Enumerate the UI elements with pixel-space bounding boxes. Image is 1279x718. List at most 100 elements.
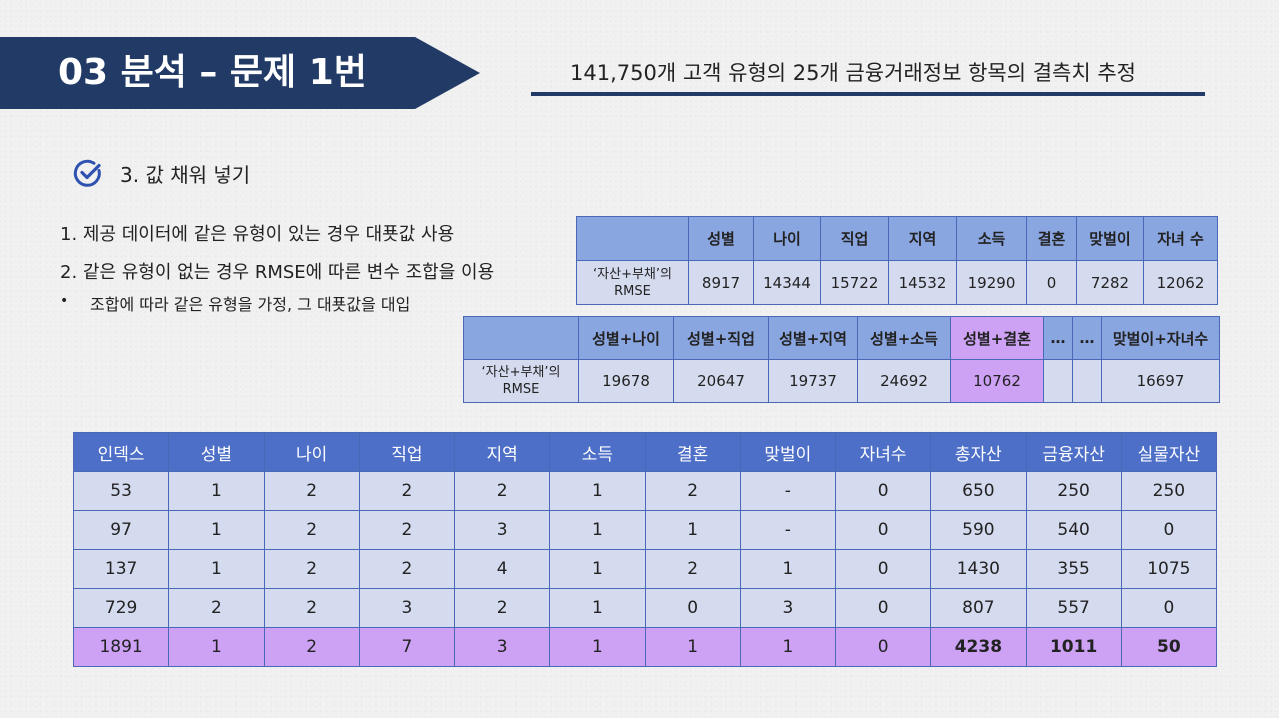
table-cell: 0 [1120,510,1218,550]
table-cell: 8917 [688,260,754,305]
column-header: 소득 [956,216,1027,261]
table-cell: 1 [549,471,646,511]
customer-data-table: 인덱스 성별 나이 직업 지역 소득 결혼 맞벌이 자녀수 총자산 금융자산 실… [72,432,1218,667]
table-cell: 19737 [768,359,858,403]
table-row: 137 1 2 2 4 1 2 1 0 1430 355 1075 [72,549,1218,589]
table-cell: 2 [358,510,456,550]
table-cell: 2 [263,588,360,628]
column-header: 소득 [549,432,646,472]
column-header: 인덱스 [72,432,170,472]
table-cell-highlight: 10762 [950,359,1044,403]
table-cell: 2 [453,471,551,511]
table-cell: 20647 [673,359,769,403]
section-heading: 3. 값 채워 넣기 [72,156,250,190]
column-header-ellipsis: … [1072,316,1102,360]
table-cell: 1 [549,588,646,628]
column-header: 성별 [168,432,265,472]
column-header: 직업 [820,216,889,261]
table-cell: 3 [358,588,456,628]
check-circle-icon [73,159,101,187]
table-cell-estimated: 1011 [1025,627,1122,667]
table-cell: 1 [739,549,837,589]
corner-cell [463,316,579,360]
table-cell: 1891 [72,627,170,667]
table-cell: 590 [930,510,1027,550]
table-cell: - [739,471,837,511]
column-header: 맞벌이 [1076,216,1144,261]
table-cell: 1 [644,627,741,667]
table-cell: 1075 [1120,549,1218,589]
table-cell: 0 [1026,260,1077,305]
table-cell: 1 [549,627,646,667]
table-cell: 540 [1025,510,1122,550]
title-banner: 03 분석 – 문제 1번 [0,37,480,109]
step-2-text: 2. 같은 유형이 없는 경우 RMSE에 따른 변수 조합을 이용 [60,262,495,283]
table-cell: 557 [1025,588,1122,628]
table-cell: 807 [930,588,1027,628]
table-cell: 1 [549,510,646,550]
table-cell: 729 [72,588,170,628]
table-cell: 137 [72,549,170,589]
column-header: 나이 [263,432,360,472]
column-header: 자녀수 [834,432,932,472]
table-cell: 1 [549,549,646,589]
column-header: 성별+나이 [578,316,674,360]
column-header: 결혼 [644,432,741,472]
slide-title: 03 분석 – 문제 1번 [58,52,367,93]
column-header: 맞벌이 [739,432,837,472]
table-cell: 1 [168,549,265,589]
table-cell: 1 [644,510,741,550]
slide-subtitle: 141,750개 고객 유형의 25개 금융거래정보 항목의 결측치 추정 [569,61,1136,85]
table-cell: 0 [834,549,932,589]
table-cell: 16697 [1101,359,1220,403]
column-header: 지역 [453,432,551,472]
table-cell-estimated: 50 [1120,627,1218,667]
table-cell: 3 [453,627,551,667]
table-cell: 3 [453,510,551,550]
table-cell: 2 [263,549,360,589]
table-cell: 14532 [888,260,957,305]
table-cell: 7282 [1076,260,1144,305]
table-cell: 53 [72,471,170,511]
table-cell: 250 [1025,471,1122,511]
column-header: 실물자산 [1120,432,1218,472]
table-cell: 2 [358,471,456,511]
column-header: 직업 [358,432,456,472]
table-cell: 14344 [753,260,821,305]
table-cell: 2 [168,588,265,628]
bullet-marker: • [60,293,69,309]
column-header: 성별+직업 [673,316,769,360]
table-cell: 24692 [857,359,951,403]
table-cell: 7 [358,627,456,667]
column-header: 자녀 수 [1143,216,1218,261]
table-row: ‘자산+부채’의 RMSE 19678 20647 19737 24692 10… [463,359,1220,403]
table-cell: 2 [453,588,551,628]
table-cell: 19290 [956,260,1027,305]
table-cell: 1 [168,471,265,511]
column-header: 결혼 [1026,216,1077,261]
table-cell: 0 [1120,588,1218,628]
table-cell: 2 [263,627,360,667]
table-cell: 97 [72,510,170,550]
column-header: 나이 [753,216,821,261]
table-row: 53 1 2 2 2 1 2 - 0 650 250 250 [72,471,1218,511]
table-cell: 4 [453,549,551,589]
table-cell: 0 [834,471,932,511]
table-cell: 12062 [1143,260,1218,305]
table-header-row: 성별 나이 직업 지역 소득 결혼 맞벌이 자녀 수 [576,216,1218,261]
table-cell: 0 [644,588,741,628]
table-cell: 250 [1120,471,1218,511]
corner-cell [576,216,689,261]
table-header-row: 성별+나이 성별+직업 성별+지역 성별+소득 성별+결혼 … … 맞벌이+자녀… [463,316,1220,360]
table-row-highlight: 1891 1 2 7 3 1 1 1 0 4238 1011 50 [72,627,1218,667]
table-cell: 1 [168,510,265,550]
column-header: 성별+소득 [857,316,951,360]
table-cell: - [739,510,837,550]
column-header: 금융자산 [1025,432,1122,472]
table-cell: 650 [930,471,1027,511]
section-title: 3. 값 채워 넣기 [120,162,251,187]
table-row: ‘자산+부채’의 RMSE 8917 14344 15722 14532 192… [576,260,1218,305]
column-header: 성별+지역 [768,316,858,360]
row-label: ‘자산+부채’의 RMSE [576,260,689,305]
bullet-text: 조합에 따라 같은 유형을 가정, 그 대푯값을 대입 [90,295,411,314]
